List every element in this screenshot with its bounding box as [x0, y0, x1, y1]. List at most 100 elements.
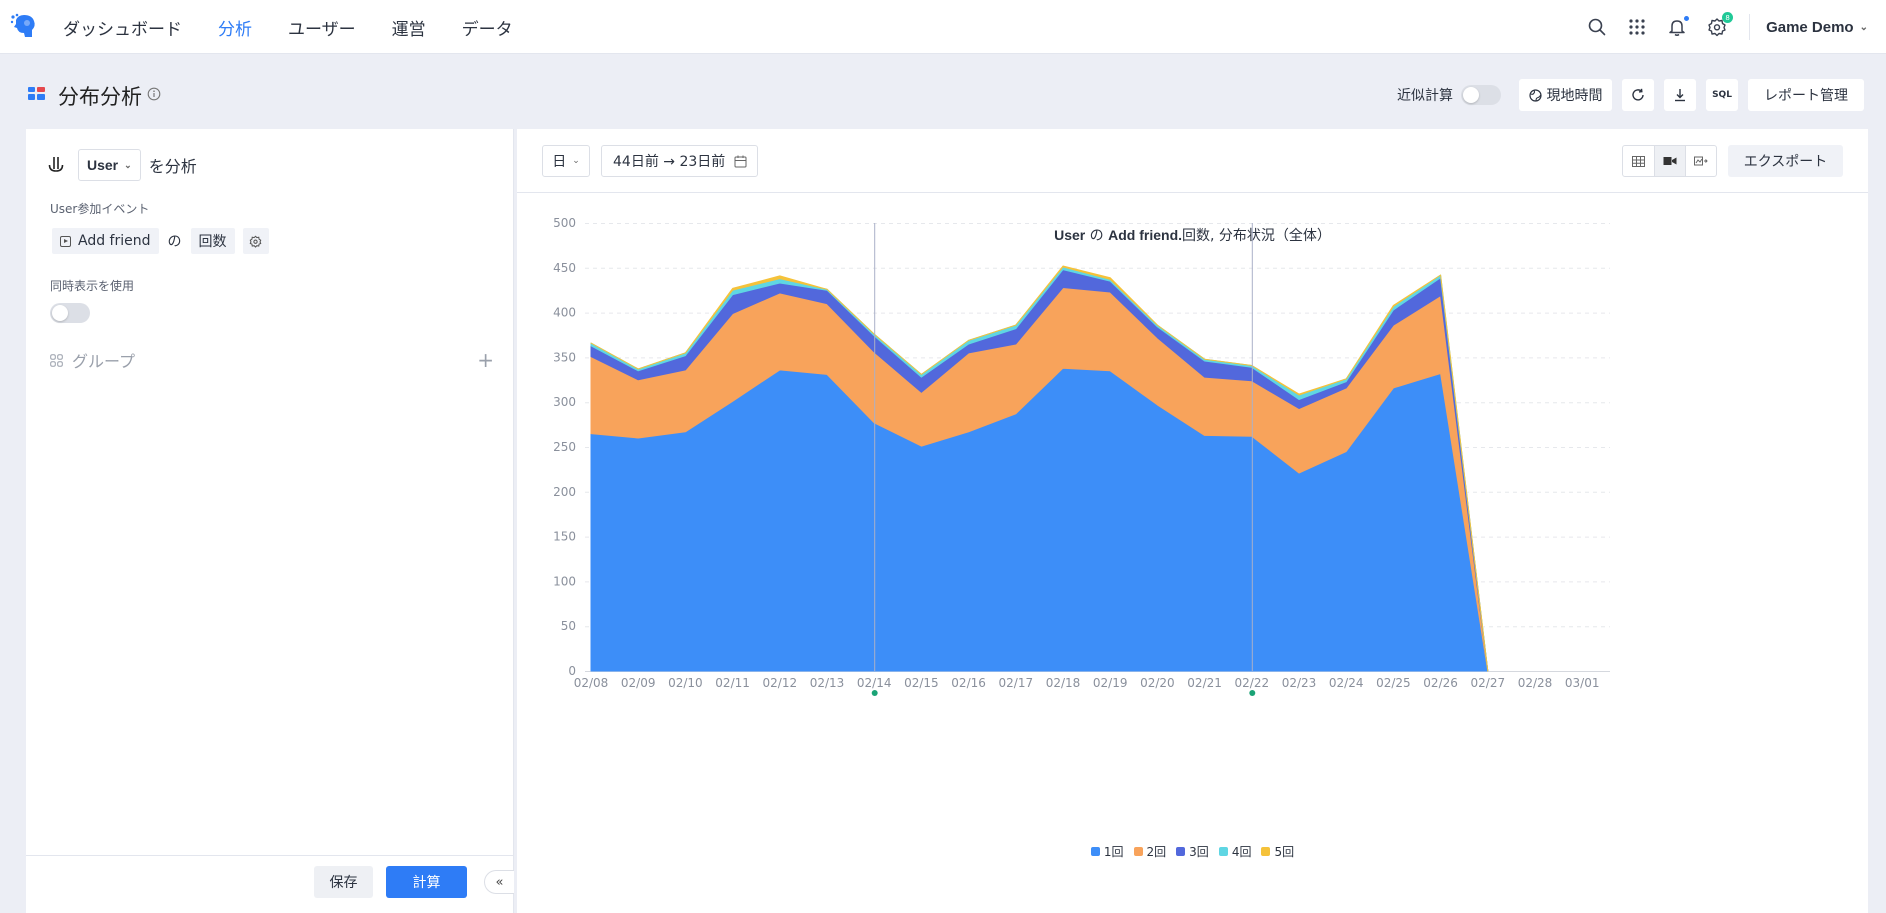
approx-calc-toggle[interactable] [1461, 85, 1501, 105]
entity-select[interactable]: User ⌄ [78, 149, 141, 181]
x-tick-label: 02/27 [1471, 676, 1506, 690]
x-tick-label: 02/15 [904, 676, 939, 690]
report-manage-label: レポート管理 [1764, 88, 1848, 104]
y-tick-label: 0 [568, 664, 576, 678]
nav-item-data[interactable]: データ [461, 19, 513, 40]
x-tick-label: 02/25 [1376, 676, 1411, 690]
x-tick-label: 02/20 [1140, 676, 1175, 690]
x-tick-label: 02/11 [715, 676, 750, 690]
gear-icon [249, 235, 262, 248]
sql-label: SQL [1712, 90, 1732, 100]
nav-item-dashboard[interactable]: ダッシュボード [63, 19, 182, 40]
entity-value: User [87, 157, 119, 173]
page-title: 分布分析 [58, 85, 142, 109]
entity-row: User ⌄ を分析 [48, 149, 197, 181]
x-tick-label: 02/08 [574, 676, 609, 690]
globe-icon [1528, 88, 1542, 102]
result-panel: 日 ⌄ 44日前 → 23日前 エクスポート User の Add friend… [517, 129, 1868, 913]
export-button[interactable]: エクスポート [1728, 145, 1843, 177]
header-actions: 近似計算 現地時間 SQL レポート管理 [1397, 79, 1864, 111]
main-nav: ダッシュボード 分析 ユーザー 運営 データ [63, 0, 549, 54]
x-tick-label: 02/18 [1046, 676, 1081, 690]
table-view-icon[interactable] [1623, 146, 1654, 176]
legend-swatch [1133, 847, 1143, 856]
legend-label: 5回 [1274, 845, 1295, 859]
legend-label: 4回 [1231, 845, 1252, 859]
legend-swatch [1176, 847, 1186, 856]
result-toolbar: 日 ⌄ 44日前 → 23日前 エクスポート [517, 129, 1868, 193]
legend-label: 3回 [1189, 845, 1209, 859]
marker-dot [871, 690, 878, 696]
legend-label: 2回 [1146, 845, 1167, 859]
info-icon[interactable] [147, 87, 161, 101]
legend-swatch [1218, 847, 1228, 856]
date-range-picker[interactable]: 44日前 → 23日前 [601, 145, 758, 177]
x-tick-label: 02/22 [1235, 676, 1270, 690]
nav-item-users[interactable]: ユーザー [288, 19, 356, 40]
bell-icon[interactable] [1665, 15, 1691, 39]
x-tick-label: 02/13 [810, 676, 845, 690]
nav-item-operations[interactable]: 運営 [391, 19, 426, 40]
page-header: 分布分析 近似計算 現地時間 SQL レポート管理 [0, 54, 1886, 129]
add-group-icon[interactable]: + [477, 348, 494, 372]
view-mode-switch [1622, 145, 1717, 177]
legend-item-4[interactable]: 4回 [1218, 843, 1252, 860]
group-row: グループ + [50, 348, 494, 372]
x-tick-label: 02/14 [857, 676, 892, 690]
event-settings-button[interactable] [242, 228, 269, 254]
chart-table-view-icon[interactable] [1654, 146, 1685, 176]
group-label: グループ [72, 352, 136, 371]
event-name: Add friend [78, 233, 151, 249]
chevron-down-icon: ⌄ [572, 156, 580, 166]
date-range-value: 44日前 → 23日前 [613, 154, 726, 170]
calendar-icon [734, 155, 747, 168]
x-tick-label: 02/26 [1423, 676, 1458, 690]
legend-item-3[interactable]: 3回 [1176, 843, 1209, 860]
sql-button[interactable]: SQL [1706, 79, 1738, 111]
collapse-panel-icon[interactable]: « [484, 870, 514, 894]
of-text: の [167, 234, 182, 250]
toggle-knob [52, 305, 68, 321]
y-tick-label: 450 [553, 261, 576, 275]
x-tick-label: 02/19 [1093, 676, 1128, 690]
report-manage-button[interactable]: レポート管理 [1748, 79, 1864, 111]
nav-item-analysis[interactable]: 分析 [218, 19, 252, 40]
metric-value: 回数 [198, 234, 227, 250]
anchor-icon [48, 157, 64, 172]
legend-item-5[interactable]: 5回 [1261, 843, 1294, 860]
chart-view-icon[interactable] [1685, 146, 1716, 176]
granularity-value: 日 [552, 154, 567, 170]
divider [1749, 14, 1751, 40]
chart-title-entity: User [1054, 227, 1086, 243]
timezone-button[interactable]: 現地時間 [1519, 79, 1612, 111]
distribution-area-chart: 0 50 100 150 200 250 300 350 400 450 500 02/08 02/09… [553, 216, 1610, 696]
legend-item-1[interactable]: 1回 [1090, 843, 1124, 860]
save-button[interactable]: 保存 [314, 866, 373, 898]
legend-item-2[interactable]: 2回 [1133, 843, 1167, 860]
chevron-down-icon: ⌄ [124, 159, 132, 170]
logo-icon[interactable] [10, 12, 38, 40]
metric-select[interactable]: 回数 [190, 228, 235, 254]
y-tick-label: 300 [553, 395, 576, 409]
legend-swatch [1090, 847, 1100, 856]
marker-dot [1249, 690, 1256, 696]
refresh-button[interactable] [1622, 79, 1654, 111]
search-icon[interactable] [1585, 15, 1609, 39]
y-tick-label: 400 [553, 306, 576, 320]
granularity-select[interactable]: 日 ⌄ [542, 145, 590, 177]
download-button[interactable] [1664, 79, 1696, 111]
x-tick-label: 02/09 [621, 676, 656, 690]
y-tick-label: 500 [553, 216, 576, 230]
calculate-button[interactable]: 計算 [386, 866, 467, 898]
legend-label: 1回 [1103, 845, 1124, 859]
y-tick-label: 150 [553, 530, 576, 544]
simultaneous-display-toggle[interactable] [50, 303, 90, 323]
project-switcher[interactable]: Game Demo ⌄ [1766, 19, 1868, 36]
y-tick-label: 350 [553, 350, 576, 364]
settings-gear-icon[interactable]: 8 [1705, 12, 1734, 39]
query-footer: 保存 計算 « [26, 855, 514, 913]
apps-grid-icon[interactable] [1625, 15, 1649, 39]
event-row: Add friend の 回数 [52, 228, 269, 254]
series-area-5 [590, 265, 1489, 672]
event-select[interactable]: Add friend [52, 228, 159, 254]
